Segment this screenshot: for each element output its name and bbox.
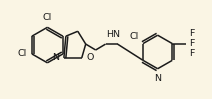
Text: O: O bbox=[87, 53, 94, 62]
Text: Cl: Cl bbox=[130, 32, 139, 41]
Text: N: N bbox=[52, 53, 59, 62]
Text: Cl: Cl bbox=[43, 13, 52, 22]
Text: N: N bbox=[154, 74, 161, 83]
Text: F: F bbox=[189, 29, 195, 38]
Text: F: F bbox=[189, 49, 195, 58]
Text: Cl: Cl bbox=[18, 49, 27, 58]
Text: F: F bbox=[189, 39, 195, 48]
Text: HN: HN bbox=[107, 30, 121, 39]
